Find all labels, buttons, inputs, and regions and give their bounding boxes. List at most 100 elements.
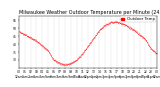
Point [139, 35, 141, 36]
Point [131, 29, 134, 30]
Point [88, 44, 91, 46]
Point [89, 43, 91, 45]
Point [102, 25, 104, 27]
Point [93, 36, 96, 37]
Point [153, 50, 155, 51]
Point [144, 39, 146, 40]
Point [85, 48, 88, 49]
Point [122, 23, 124, 25]
Point [66, 64, 69, 65]
Point [142, 38, 145, 39]
Point [51, 57, 53, 58]
Point [89, 42, 92, 43]
Point [116, 23, 119, 24]
Point [126, 25, 128, 27]
Point [70, 62, 73, 63]
Point [134, 30, 137, 31]
Point [48, 51, 50, 53]
Point [74, 60, 76, 61]
Point [82, 51, 85, 53]
Point [33, 39, 36, 40]
Point [136, 32, 138, 34]
Point [120, 22, 123, 24]
Point [103, 24, 106, 26]
Point [99, 29, 102, 30]
Point [64, 65, 67, 66]
Point [65, 63, 67, 65]
Point [82, 52, 84, 54]
Point [129, 27, 132, 29]
Point [60, 63, 63, 64]
Point [127, 26, 130, 28]
Point [133, 29, 135, 31]
Point [96, 32, 99, 33]
Point [24, 34, 27, 35]
Point [53, 59, 56, 61]
Point [19, 31, 21, 33]
Point [75, 59, 78, 60]
Point [136, 33, 139, 34]
Point [92, 37, 95, 38]
Point [86, 46, 89, 47]
Point [104, 24, 107, 26]
Point [31, 37, 33, 38]
Point [67, 63, 70, 64]
Point [104, 24, 107, 26]
Point [56, 62, 59, 63]
Point [44, 48, 47, 49]
Point [128, 26, 130, 27]
Point [97, 31, 100, 32]
Point [40, 45, 42, 46]
Point [94, 35, 96, 36]
Point [137, 33, 140, 35]
Point [114, 22, 116, 23]
Point [87, 45, 89, 47]
Point [97, 31, 100, 32]
Point [63, 64, 65, 65]
Point [20, 33, 23, 34]
Point [96, 32, 98, 33]
Point [153, 50, 156, 52]
Point [45, 50, 48, 51]
Point [131, 29, 133, 30]
Point [25, 34, 28, 35]
Point [148, 45, 150, 46]
Point [36, 41, 39, 43]
Point [58, 61, 60, 63]
Point [112, 21, 114, 22]
Point [134, 29, 137, 31]
Point [106, 23, 108, 25]
Point [31, 38, 33, 40]
Point [52, 59, 55, 60]
Point [149, 47, 152, 49]
Point [93, 36, 96, 37]
Point [146, 42, 148, 43]
Point [70, 62, 72, 63]
Point [32, 38, 34, 40]
Point [85, 47, 87, 49]
Point [40, 45, 43, 46]
Point [37, 41, 40, 43]
Point [70, 61, 72, 63]
Point [81, 52, 84, 54]
Point [81, 53, 83, 55]
Point [153, 51, 155, 52]
Point [44, 48, 47, 50]
Point [90, 42, 92, 43]
Point [86, 46, 89, 47]
Point [22, 32, 24, 34]
Point [42, 46, 44, 47]
Point [45, 48, 47, 49]
Point [89, 42, 91, 44]
Point [143, 37, 145, 39]
Point [87, 44, 90, 46]
Point [106, 23, 108, 25]
Point [138, 34, 141, 35]
Point [86, 46, 89, 47]
Point [41, 45, 43, 47]
Point [47, 50, 49, 51]
Point [49, 54, 51, 55]
Point [77, 58, 79, 59]
Point [40, 43, 43, 45]
Point [104, 25, 107, 26]
